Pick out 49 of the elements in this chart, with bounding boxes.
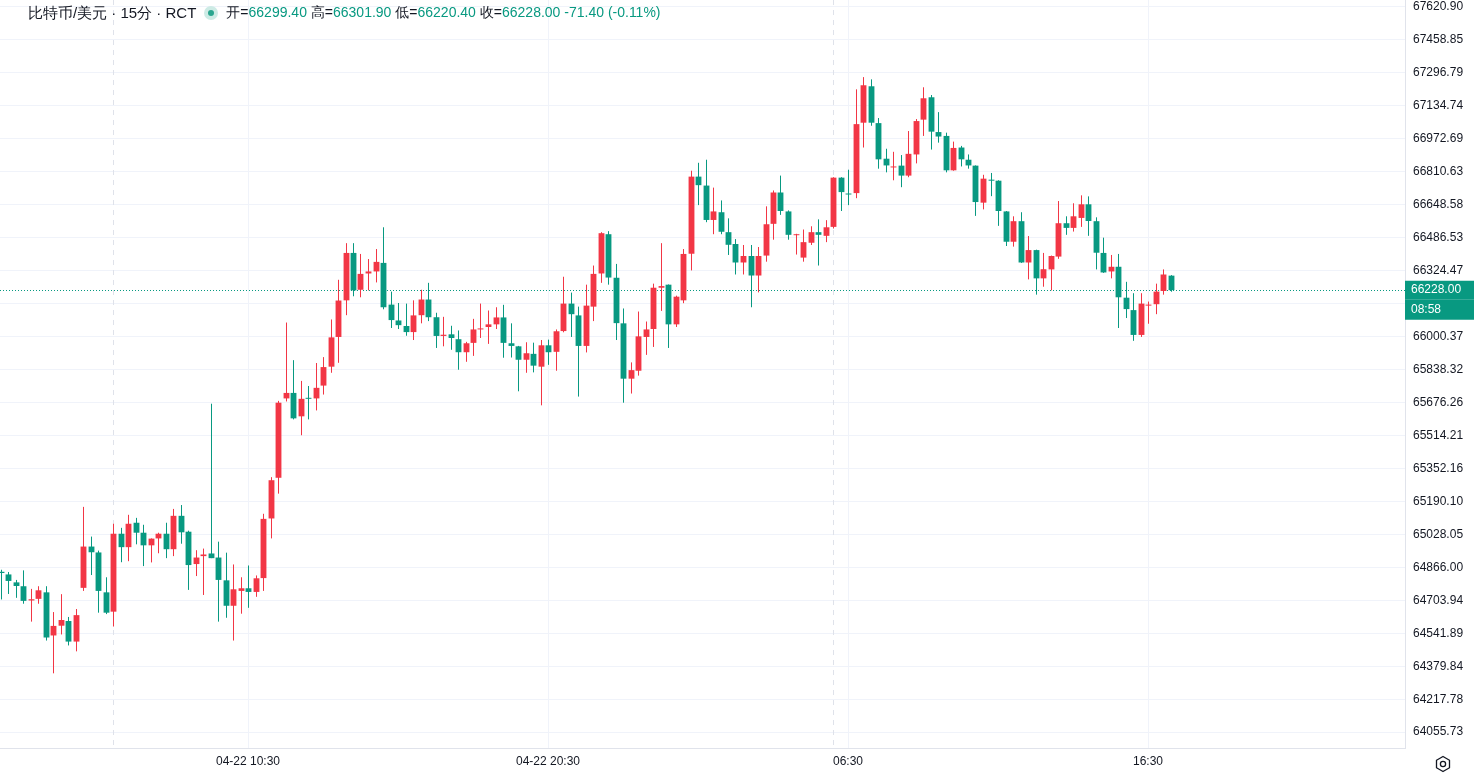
- y-tick-label: 66486.53: [1413, 229, 1464, 244]
- chart-title: 比特币/美元 · 15分 · RCT: [28, 3, 197, 23]
- y-tick-label: 66972.69: [1413, 130, 1464, 145]
- candlestick: [448, 325, 455, 351]
- candlestick: [5, 571, 12, 595]
- candlestick: [485, 310, 492, 345]
- candlestick: [523, 341, 530, 374]
- candlestick: [815, 218, 822, 267]
- y-tick-label: 65028.05: [1413, 526, 1464, 541]
- candlestick: [1063, 215, 1070, 236]
- y-tick-label: 65838.32: [1413, 361, 1464, 376]
- candlestick: [658, 242, 665, 312]
- candlestick: [823, 219, 830, 243]
- candlestick: [238, 576, 245, 615]
- candlestick: [245, 564, 252, 609]
- candlestick: [208, 403, 215, 559]
- y-tick-label: 67296.79: [1413, 65, 1464, 79]
- text: 开=66299.40 高=66301.90 低=66220.40 收=66228.00 -71.40 (-0.11%): [226, 4, 661, 20]
- y-tick-label: 65352.16: [1413, 460, 1464, 475]
- y-tick-label: 64703.94: [1413, 592, 1464, 607]
- y-tick-label: 66810.63: [1413, 163, 1464, 178]
- y-tick-label: 64055.73: [1413, 724, 1464, 739]
- candlestick: [710, 187, 717, 235]
- y-tick-label: 65514.21: [1413, 427, 1464, 442]
- y-tick-label: 66648.58: [1413, 196, 1464, 211]
- candlestick: [643, 321, 650, 356]
- y-tick-label: 66324.47: [1413, 262, 1464, 277]
- y-tick-label: 64866.00: [1413, 559, 1464, 574]
- candlestick: [628, 361, 635, 395]
- candlestick: [58, 593, 65, 635]
- y-tick-label: 65676.26: [1413, 394, 1464, 409]
- candlestick: [200, 548, 207, 596]
- candlestick: [508, 322, 515, 359]
- candlestick: [935, 111, 942, 144]
- x-tick-label: 16:30: [1132, 753, 1164, 768]
- text: 08:58: [1411, 301, 1442, 316]
- ref-line-label: 66228.00: [1411, 282, 1462, 297]
- x-tick-label: 04-22 10:30: [215, 753, 281, 768]
- candlestick: [395, 302, 402, 330]
- y-tick-label: 67134.74: [1413, 97, 1464, 112]
- y-tick-label: 66000.37: [1413, 328, 1464, 343]
- x-tick-label: 04-22 20:30: [515, 753, 581, 768]
- y-tick-label: 67620.90: [1413, 0, 1464, 14]
- y-tick-label: 64541.89: [1413, 625, 1464, 640]
- x-tick-label: 06:30: [832, 753, 864, 768]
- y-tick-label: 64379.84: [1413, 658, 1464, 673]
- y-tick-label: 65190.10: [1413, 493, 1464, 508]
- y-tick-label: 64217.78: [1413, 691, 1464, 706]
- y-tick-label: 67458.85: [1413, 32, 1464, 47]
